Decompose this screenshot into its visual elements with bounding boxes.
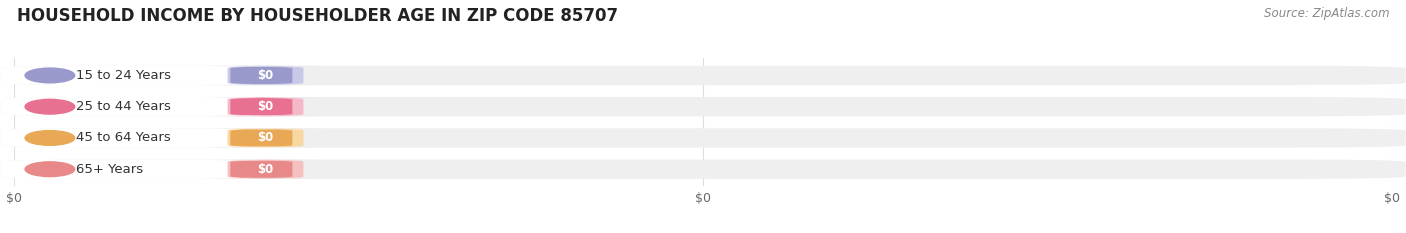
Ellipse shape [25, 162, 75, 177]
FancyBboxPatch shape [0, 160, 290, 179]
Ellipse shape [25, 99, 75, 114]
FancyBboxPatch shape [0, 128, 1406, 148]
FancyBboxPatch shape [0, 66, 1406, 85]
FancyBboxPatch shape [0, 128, 290, 148]
FancyBboxPatch shape [209, 129, 314, 147]
FancyBboxPatch shape [0, 160, 1406, 179]
Ellipse shape [25, 130, 75, 145]
Text: $0: $0 [257, 163, 274, 176]
FancyBboxPatch shape [0, 66, 290, 85]
FancyBboxPatch shape [207, 160, 323, 179]
Ellipse shape [25, 68, 75, 83]
FancyBboxPatch shape [0, 97, 1406, 116]
FancyBboxPatch shape [207, 66, 323, 85]
FancyBboxPatch shape [0, 97, 290, 116]
FancyBboxPatch shape [207, 97, 323, 116]
FancyBboxPatch shape [207, 128, 323, 148]
Text: 15 to 24 Years: 15 to 24 Years [76, 69, 172, 82]
Text: HOUSEHOLD INCOME BY HOUSEHOLDER AGE IN ZIP CODE 85707: HOUSEHOLD INCOME BY HOUSEHOLDER AGE IN Z… [17, 7, 619, 25]
FancyBboxPatch shape [209, 66, 314, 85]
FancyBboxPatch shape [209, 98, 314, 116]
Text: $0: $0 [257, 69, 274, 82]
Text: 25 to 44 Years: 25 to 44 Years [76, 100, 172, 113]
Text: Source: ZipAtlas.com: Source: ZipAtlas.com [1264, 7, 1389, 20]
Text: 65+ Years: 65+ Years [76, 163, 143, 176]
Text: $0: $0 [257, 100, 274, 113]
Text: 45 to 64 Years: 45 to 64 Years [76, 131, 170, 144]
Text: $0: $0 [257, 131, 274, 144]
FancyBboxPatch shape [209, 160, 314, 178]
